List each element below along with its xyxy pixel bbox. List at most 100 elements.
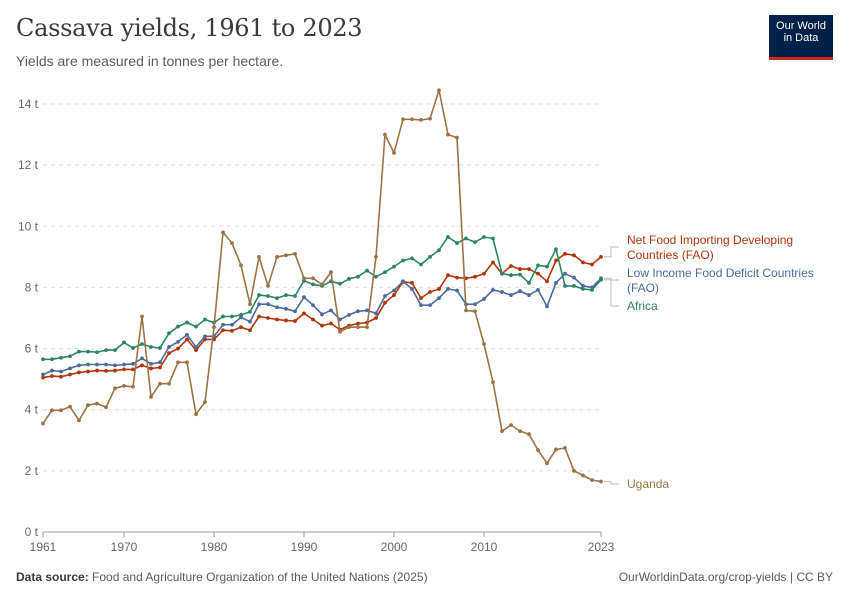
- data-point[interactable]: [473, 274, 477, 279]
- data-point[interactable]: [536, 448, 540, 452]
- data-point[interactable]: [113, 386, 117, 391]
- data-point[interactable]: [383, 300, 387, 305]
- data-point[interactable]: [194, 412, 198, 417]
- data-point[interactable]: [41, 421, 45, 426]
- data-point[interactable]: [77, 370, 81, 375]
- data-point[interactable]: [68, 366, 72, 371]
- data-point[interactable]: [104, 368, 108, 373]
- data-point[interactable]: [149, 394, 153, 399]
- data-point[interactable]: [410, 256, 414, 261]
- data-point[interactable]: [212, 325, 216, 330]
- data-point[interactable]: [167, 381, 171, 386]
- data-point[interactable]: [167, 331, 171, 336]
- data-point[interactable]: [581, 473, 585, 478]
- data-point[interactable]: [104, 362, 108, 367]
- data-point[interactable]: [518, 267, 522, 271]
- data-point[interactable]: [437, 296, 441, 301]
- data-point[interactable]: [563, 446, 567, 450]
- data-point[interactable]: [230, 328, 234, 333]
- data-point[interactable]: [140, 356, 144, 361]
- data-point[interactable]: [257, 302, 261, 307]
- data-point[interactable]: [536, 263, 540, 268]
- data-point[interactable]: [419, 303, 423, 308]
- data-point[interactable]: [257, 254, 261, 259]
- data-point[interactable]: [50, 357, 54, 362]
- data-point[interactable]: [410, 280, 414, 285]
- data-point[interactable]: [428, 254, 432, 259]
- data-point[interactable]: [257, 293, 261, 297]
- data-point[interactable]: [374, 316, 378, 320]
- data-point[interactable]: [491, 287, 495, 292]
- data-point[interactable]: [176, 339, 180, 344]
- data-point[interactable]: [401, 279, 405, 284]
- data-point[interactable]: [311, 276, 315, 281]
- data-point[interactable]: [365, 268, 369, 273]
- data-point[interactable]: [527, 267, 531, 271]
- data-point[interactable]: [194, 348, 198, 352]
- data-point[interactable]: [518, 289, 522, 293]
- data-point[interactable]: [473, 240, 477, 245]
- data-point[interactable]: [194, 345, 198, 349]
- data-point[interactable]: [482, 297, 486, 301]
- data-point[interactable]: [284, 306, 288, 311]
- data-point[interactable]: [221, 322, 225, 327]
- data-point[interactable]: [392, 288, 396, 293]
- data-point[interactable]: [77, 363, 81, 368]
- data-point[interactable]: [293, 294, 297, 298]
- data-point[interactable]: [428, 116, 432, 121]
- data-point[interactable]: [554, 280, 558, 285]
- data-point[interactable]: [527, 432, 531, 437]
- data-point[interactable]: [338, 281, 342, 286]
- data-point[interactable]: [185, 320, 189, 325]
- data-point[interactable]: [410, 287, 414, 291]
- series-line[interactable]: [43, 236, 602, 361]
- data-point[interactable]: [113, 368, 117, 373]
- data-point[interactable]: [563, 251, 567, 256]
- data-point[interactable]: [545, 461, 549, 466]
- data-point[interactable]: [131, 346, 135, 350]
- data-point[interactable]: [275, 254, 279, 259]
- data-point[interactable]: [536, 287, 540, 292]
- data-point[interactable]: [365, 325, 369, 330]
- series-label[interactable]: Low Income Food Deficit Countries (FAO): [627, 266, 814, 295]
- data-point[interactable]: [563, 284, 567, 288]
- data-point[interactable]: [95, 350, 99, 355]
- data-point[interactable]: [50, 408, 54, 413]
- data-point[interactable]: [167, 345, 171, 349]
- data-point[interactable]: [509, 264, 513, 268]
- data-point[interactable]: [140, 363, 144, 368]
- data-point[interactable]: [293, 319, 297, 323]
- data-point[interactable]: [545, 279, 549, 284]
- data-point[interactable]: [428, 290, 432, 294]
- data-point[interactable]: [113, 363, 117, 368]
- data-point[interactable]: [455, 288, 459, 293]
- data-point[interactable]: [221, 328, 225, 333]
- data-point[interactable]: [356, 325, 360, 330]
- data-point[interactable]: [194, 324, 198, 329]
- data-point[interactable]: [131, 361, 135, 366]
- data-point[interactable]: [500, 290, 504, 294]
- data-point[interactable]: [428, 303, 432, 308]
- data-point[interactable]: [122, 340, 126, 345]
- data-point[interactable]: [572, 275, 576, 280]
- data-point[interactable]: [518, 429, 522, 434]
- data-point[interactable]: [176, 360, 180, 365]
- data-point[interactable]: [446, 132, 450, 137]
- data-point[interactable]: [320, 323, 324, 328]
- data-point[interactable]: [545, 304, 549, 309]
- data-point[interactable]: [599, 479, 603, 484]
- data-point[interactable]: [302, 276, 306, 281]
- data-point[interactable]: [374, 311, 378, 316]
- data-point[interactable]: [545, 264, 549, 269]
- data-point[interactable]: [356, 309, 360, 314]
- data-point[interactable]: [419, 117, 423, 122]
- data-point[interactable]: [50, 368, 54, 373]
- data-point[interactable]: [203, 334, 207, 339]
- data-point[interactable]: [500, 271, 504, 276]
- data-point[interactable]: [59, 408, 63, 413]
- series-0[interactable]: [41, 251, 603, 380]
- data-point[interactable]: [104, 348, 108, 352]
- data-point[interactable]: [302, 311, 306, 316]
- data-point[interactable]: [491, 236, 495, 241]
- data-point[interactable]: [185, 332, 189, 337]
